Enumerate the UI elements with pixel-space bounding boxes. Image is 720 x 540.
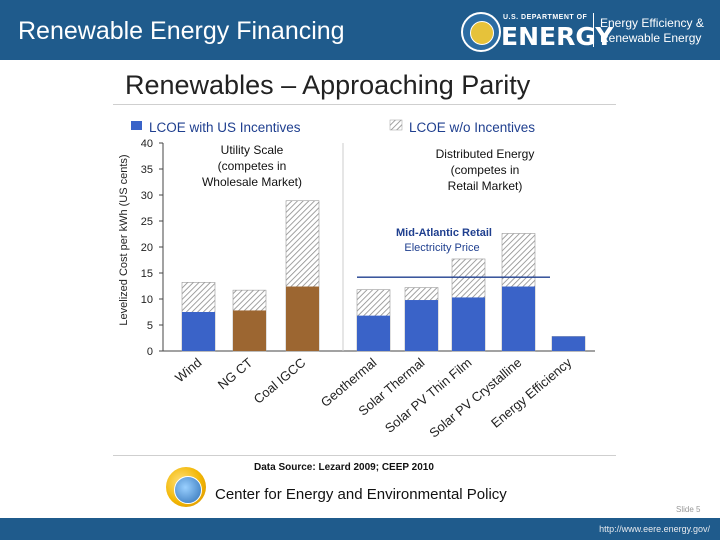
retail-price-label-line-2: Electricity Price bbox=[404, 242, 479, 254]
y-tick-label: 0 bbox=[147, 346, 153, 358]
y-tick-label: 40 bbox=[141, 138, 153, 150]
y-tick-label: 20 bbox=[141, 242, 153, 254]
y-tick-label: 15 bbox=[141, 268, 153, 280]
source-rule bbox=[113, 455, 616, 456]
ceep-globe-logo bbox=[166, 467, 206, 507]
eere-line-1: Energy Efficiency & bbox=[600, 16, 704, 30]
category-label: Solar PV Crystalline bbox=[426, 355, 524, 441]
bar-with-incentives bbox=[405, 300, 438, 351]
slide-number: Slide 5 bbox=[676, 505, 701, 514]
category-label: NG CT bbox=[215, 355, 256, 393]
category-label: Coal IGCC bbox=[251, 355, 309, 407]
legend-swatch-without-incentives bbox=[389, 119, 403, 131]
group-label-line: (competes in bbox=[218, 159, 287, 173]
doe-energy-logotype: ENERGY bbox=[501, 22, 614, 51]
data-source: Data Source: Lezard 2009; CEEP 2010 bbox=[254, 462, 434, 473]
ceep-globe-earth bbox=[174, 476, 202, 504]
title-rule bbox=[113, 104, 616, 105]
bar-with-incentives bbox=[182, 312, 215, 351]
bar-with-incentives bbox=[286, 286, 319, 351]
bar-with-incentives bbox=[357, 315, 390, 351]
group-label-line: (competes in bbox=[451, 163, 520, 177]
header-bar: Renewable Energy Financing U.S. DEPARTME… bbox=[0, 0, 720, 60]
y-tick-label: 35 bbox=[141, 164, 153, 176]
bar-with-incentives bbox=[552, 336, 585, 351]
eere-logotype: Energy Efficiency & Renewable Energy bbox=[600, 16, 704, 46]
y-tick-label: 30 bbox=[141, 190, 153, 202]
doe-seal-emblem bbox=[470, 21, 494, 45]
group-label-line: Retail Market) bbox=[448, 179, 523, 193]
bar-with-incentives bbox=[452, 297, 485, 351]
ceep-name: Center for Energy and Environmental Poli… bbox=[215, 486, 507, 503]
y-tick-label: 10 bbox=[141, 294, 153, 306]
retail-price-label-line-1: Mid-Atlantic Retail bbox=[396, 227, 492, 239]
legend-swatch-with-incentives bbox=[131, 121, 142, 130]
legend-label-without-incentives: LCOE w/o Incentives bbox=[409, 120, 535, 135]
slide-title: Renewables – Approaching Parity bbox=[125, 70, 531, 100]
group-label-line: Wholesale Market) bbox=[202, 175, 302, 189]
bar-with-incentives bbox=[502, 286, 535, 351]
header-title: Renewable Energy Financing bbox=[18, 17, 345, 45]
footer-url: http://www.eere.energy.gov/ bbox=[599, 524, 710, 534]
group-label-line: Utility Scale bbox=[221, 143, 284, 157]
doe-seal-logo bbox=[461, 12, 501, 52]
legend-label-with-incentives: LCOE with US Incentives bbox=[149, 120, 301, 135]
y-axis-label: Levelized Cost per kWh (US cents) bbox=[118, 154, 130, 325]
category-label: Wind bbox=[172, 355, 204, 386]
y-tick-label: 25 bbox=[141, 216, 153, 228]
group-label-line: Distributed Energy bbox=[436, 147, 535, 161]
category-label: Solar PV Thin Film bbox=[382, 355, 474, 436]
footer-bar: http://www.eere.energy.gov/ bbox=[0, 518, 720, 540]
y-tick-label: 5 bbox=[147, 320, 153, 332]
header-divider bbox=[593, 13, 594, 47]
eere-line-2: Renewable Energy bbox=[600, 31, 702, 45]
bar-with-incentives bbox=[233, 310, 266, 351]
doe-department-label: U.S. DEPARTMENT OF bbox=[503, 14, 588, 21]
